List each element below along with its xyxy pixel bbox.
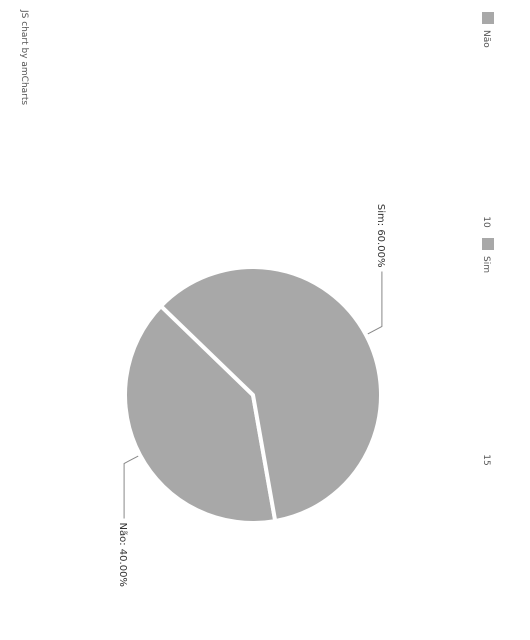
pie <box>123 265 383 525</box>
legend-value-sim: 15 <box>481 454 491 465</box>
legend-label-nao[interactable]: Não <box>481 30 491 48</box>
leader-line-0 <box>123 455 139 519</box>
slice-labels: Não: 40.00% Sim: 60.00% <box>117 204 386 587</box>
pie-slice-sim[interactable] <box>158 265 383 524</box>
legend-label-sim[interactable]: Sim <box>481 256 491 273</box>
chart-credit[interactable]: JS chart by amCharts <box>19 9 29 105</box>
slice-label-nao: Não: 40.00% <box>117 523 128 587</box>
chart-legend: Não 10 Sim 15 <box>481 12 494 466</box>
legend-value-nao: 10 <box>481 216 491 228</box>
legend-swatch-sim[interactable] <box>482 238 494 250</box>
legend-swatch-nao[interactable] <box>482 12 494 24</box>
leader-line-1 <box>367 271 383 335</box>
pie-slice-nao[interactable] <box>123 304 278 525</box>
slice-label-sim: Sim: 60.00% <box>375 204 386 268</box>
